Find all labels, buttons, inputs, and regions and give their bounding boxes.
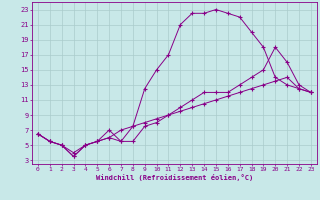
X-axis label: Windchill (Refroidissement éolien,°C): Windchill (Refroidissement éolien,°C) — [96, 174, 253, 181]
